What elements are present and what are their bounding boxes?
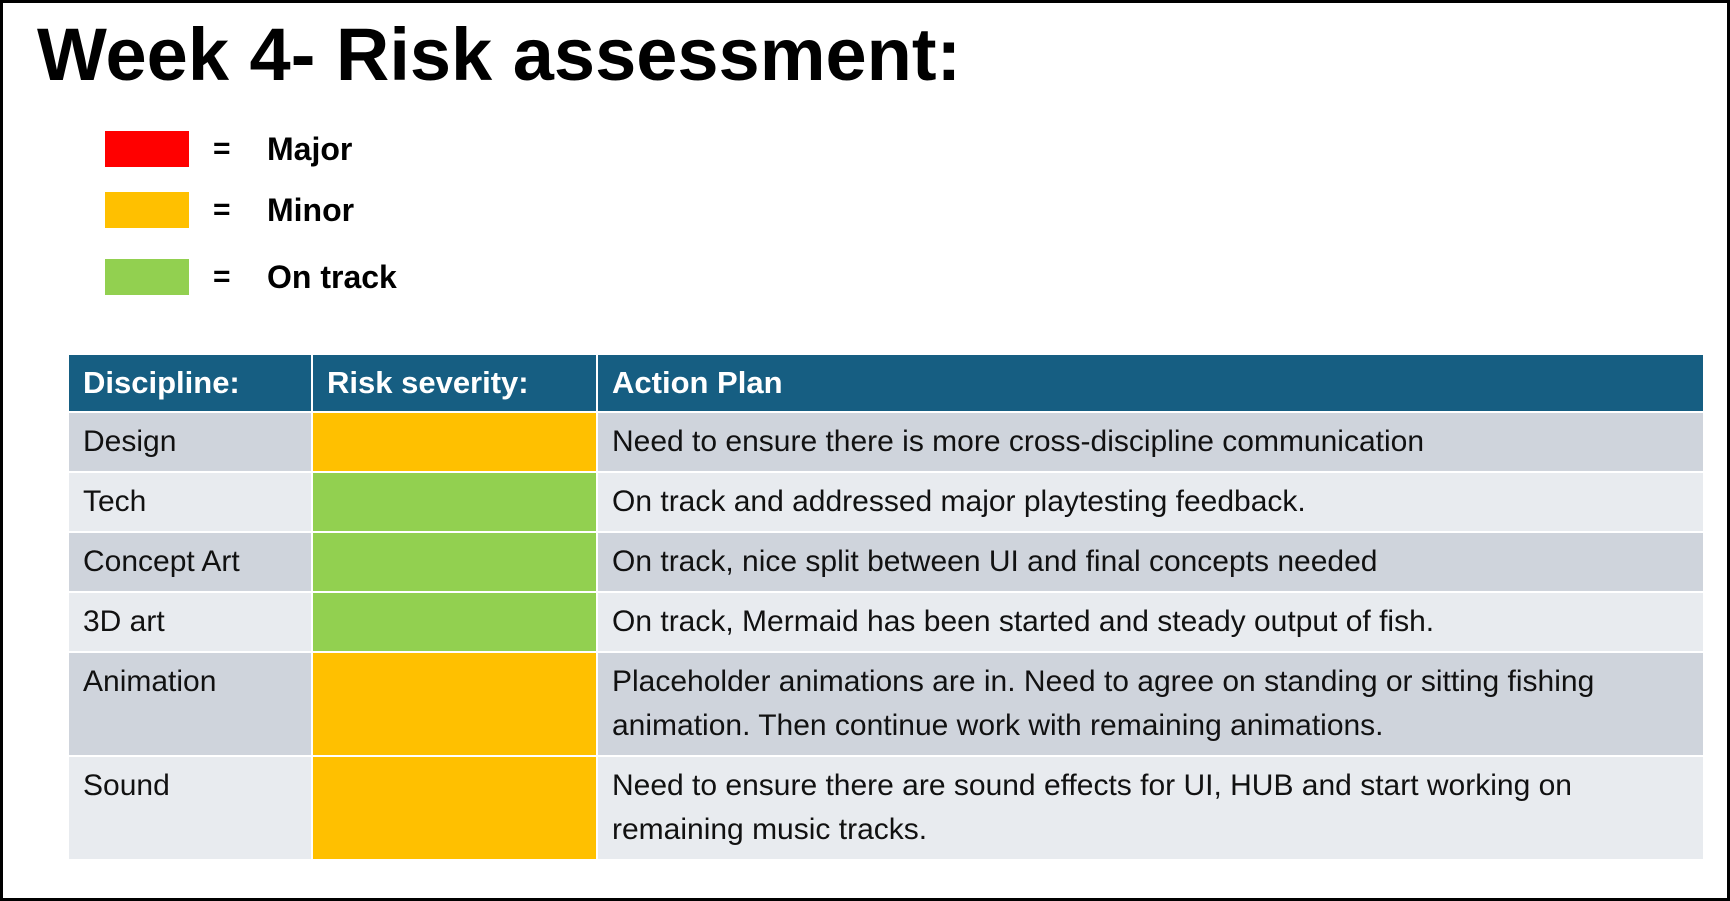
cell-action-plan: Placeholder animations are in. Need to a…	[596, 651, 1705, 757]
table-row: Tech On track and addressed major playte…	[67, 471, 1705, 533]
legend-item-major: = Major	[105, 129, 605, 169]
legend-swatch-minor	[105, 192, 189, 228]
cell-discipline: 3D art	[67, 591, 313, 653]
cell-action-plan: Need to ensure there is more cross-disci…	[596, 411, 1705, 473]
legend-item-minor: = Minor	[105, 190, 605, 230]
cell-discipline: Animation	[67, 651, 313, 757]
header-discipline: Discipline:	[67, 353, 313, 413]
cell-action-plan: Need to ensure there are sound effects f…	[596, 755, 1705, 861]
cell-action-plan: On track, Mermaid has been started and s…	[596, 591, 1705, 653]
legend-swatch-major	[105, 131, 189, 167]
header-action-plan: Action Plan	[596, 353, 1705, 413]
table-row: Sound Need to ensure there are sound eff…	[67, 755, 1705, 861]
legend-equals: =	[213, 260, 231, 293]
cell-discipline: Tech	[67, 471, 313, 533]
cell-risk-severity	[311, 531, 598, 593]
cell-risk-severity	[311, 651, 598, 757]
table-header-row: Discipline: Risk severity: Action Plan	[67, 353, 1705, 413]
legend-equals: =	[213, 132, 231, 165]
cell-action-plan: On track, nice split between UI and fina…	[596, 531, 1705, 593]
header-risk-severity: Risk severity:	[311, 353, 598, 413]
cell-action-plan: On track and addressed major playtesting…	[596, 471, 1705, 533]
legend-item-on-track: = On track	[105, 257, 605, 297]
risk-table: Discipline: Risk severity: Action Plan D…	[67, 353, 1705, 861]
legend-label-minor: Minor	[267, 192, 355, 228]
cell-discipline: Design	[67, 411, 313, 473]
page-title: Week 4- Risk assessment:	[37, 13, 962, 96]
table-row: Animation Placeholder animations are in.…	[67, 651, 1705, 757]
legend-equals: =	[213, 193, 231, 226]
legend-swatch-on-track	[105, 259, 189, 295]
cell-risk-severity	[311, 755, 598, 861]
table-row: Design Need to ensure there is more cros…	[67, 411, 1705, 473]
legend-label-major: Major	[267, 131, 353, 167]
cell-risk-severity	[311, 471, 598, 533]
legend-label-on-track: On track	[267, 259, 397, 295]
table-row: Concept Art On track, nice split between…	[67, 531, 1705, 593]
table-row: 3D art On track, Mermaid has been starte…	[67, 591, 1705, 653]
cell-risk-severity	[311, 411, 598, 473]
cell-risk-severity	[311, 591, 598, 653]
cell-discipline: Sound	[67, 755, 313, 861]
cell-discipline: Concept Art	[67, 531, 313, 593]
